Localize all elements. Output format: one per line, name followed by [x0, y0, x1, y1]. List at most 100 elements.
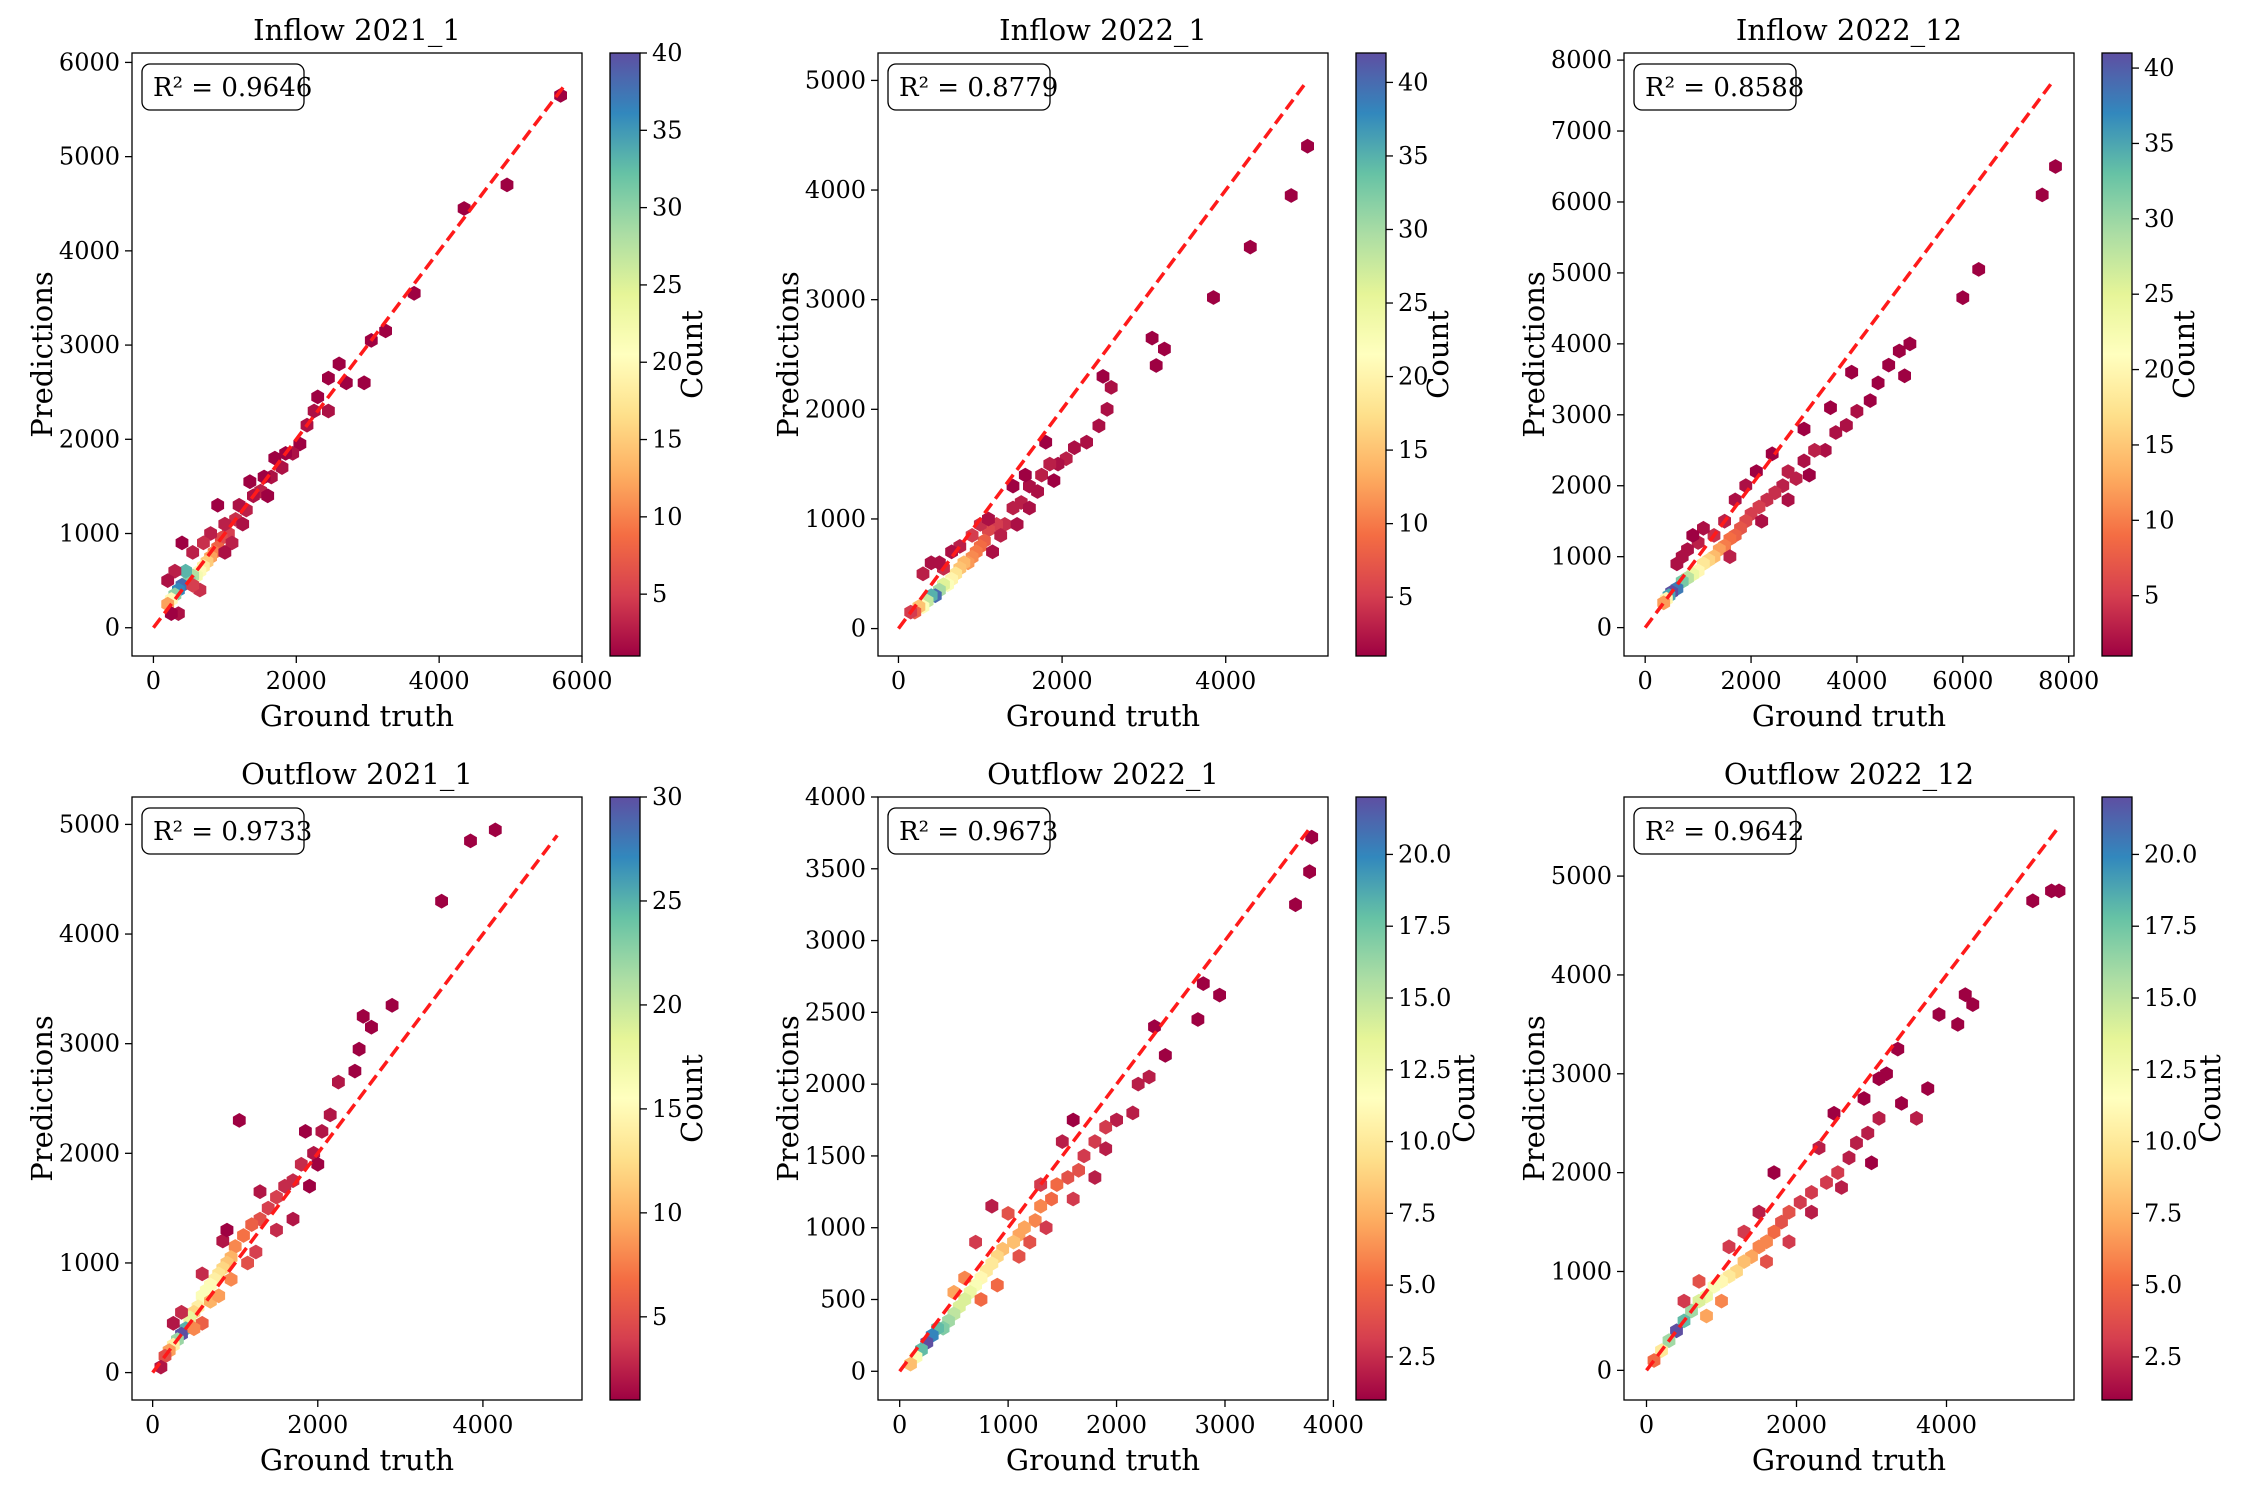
hexbin [186, 545, 200, 560]
x-tick-label: 6000 [1932, 667, 1993, 695]
y-axis-label: Predictions [25, 271, 59, 438]
hexbin [228, 1239, 242, 1254]
r2-annotation: R² = 0.9673 [899, 817, 1058, 847]
colorbar-tick-label: 20 [652, 348, 683, 376]
y-tick-label: 4000 [1551, 330, 1612, 358]
x-tick-label: 4000 [452, 1411, 513, 1439]
hexbin [311, 389, 325, 405]
y-tick-label: 2000 [59, 425, 120, 453]
panel-title: Outflow 2022_12 [1724, 757, 1974, 792]
hexbin [1034, 1198, 1048, 1214]
y-tick-label: 4000 [805, 176, 866, 204]
colorbar-label: Count [2193, 1054, 2227, 1143]
hexbin [249, 1244, 263, 1260]
y-tick-label: 2000 [59, 1139, 120, 1167]
x-tick-label: 2000 [1086, 1411, 1147, 1439]
y-tick-label: 2000 [805, 1070, 866, 1098]
colorbar-tick-label: 15 [2144, 431, 2175, 459]
hexbin [1767, 1165, 1781, 1180]
hexbin [1072, 1162, 1085, 1178]
colorbar-label: Count [1421, 310, 1455, 399]
x-tick-label: 2000 [287, 1411, 348, 1439]
y-tick-label: 2000 [1551, 472, 1612, 500]
y-tick-label: 1000 [59, 520, 120, 548]
hexbin [1088, 1170, 1102, 1185]
hexbin [1191, 1012, 1205, 1027]
y-tick-label: 1500 [805, 1142, 866, 1170]
r2-box [887, 807, 1051, 855]
y-tick-label: 7000 [1551, 117, 1612, 145]
hexbin [243, 474, 257, 490]
plot-area [878, 797, 1328, 1400]
hexbin [1707, 1278, 1721, 1294]
x-tick-label: 0 [1639, 1411, 1654, 1439]
hexbin [1839, 418, 1853, 433]
hexbin [224, 1272, 238, 1287]
hexbin [1100, 401, 1114, 417]
hexbin [990, 1277, 1004, 1293]
y-axis-label: Predictions [771, 1015, 805, 1182]
y-tick-label: 5000 [805, 66, 866, 94]
panel-title: Inflow 2022_1 [999, 13, 1207, 48]
hexbin [1782, 1234, 1796, 1250]
hexbin [187, 1321, 201, 1337]
hexbin [982, 511, 995, 527]
hexbin [1812, 1140, 1826, 1156]
colorbar [2101, 52, 2133, 657]
hexbin [2049, 159, 2062, 174]
colorbar-tick-label: 20.0 [2144, 840, 2197, 868]
hexbin [1305, 829, 1319, 845]
hexbin-layer [151, 822, 559, 1375]
hexbin [1865, 1155, 1878, 1171]
hexbin [1863, 393, 1877, 408]
hexbin [1006, 478, 1020, 494]
identity-line [152, 84, 566, 629]
x-tick-label: 4000 [1826, 667, 1887, 695]
y-axis-label: Predictions [771, 271, 805, 438]
hexbin [323, 1107, 337, 1123]
hexbin [225, 535, 239, 551]
colorbar-tick-label: 5 [2144, 582, 2159, 610]
y-tick-label: 0 [105, 1359, 120, 1387]
hexbin [1958, 987, 1972, 1003]
hexbin [1722, 1239, 1736, 1255]
y-tick-label: 0 [851, 1357, 866, 1385]
hexbin [1284, 188, 1298, 203]
hexbin [270, 1222, 283, 1238]
hexbin [237, 1228, 250, 1243]
hexbin [286, 1211, 300, 1227]
hexbin [1781, 464, 1795, 479]
colorbar-tick-label: 12.5 [2144, 1056, 2197, 1084]
hexbin [1805, 1185, 1818, 1200]
hexbin [1145, 330, 1159, 346]
hexbin [232, 1113, 246, 1128]
colorbar-tick-label: 15 [1398, 436, 1429, 464]
hexbin [241, 1255, 254, 1271]
colorbar-label: Count [675, 310, 709, 399]
hexbin [1213, 987, 1226, 1003]
y-tick-label: 6000 [59, 48, 120, 76]
colorbar-tick-label: 5 [1398, 583, 1413, 611]
hexbin [1096, 369, 1110, 384]
x-tick-label: 3000 [1194, 1411, 1255, 1439]
colorbar-tick-label: 25 [1398, 289, 1429, 317]
y-axis-label: Predictions [25, 1015, 59, 1182]
x-tick-label: 1000 [978, 1411, 1039, 1439]
panel-5: 0 1000 2000 3000 4000 0 500 1000 1500 2000 2500 300… [771, 757, 1481, 1477]
y-tick-label: 4000 [59, 237, 120, 265]
hexbin [2045, 883, 2058, 899]
identity-line [1643, 80, 2055, 629]
hexbin [1895, 1096, 1908, 1111]
hexbin [1061, 1170, 1075, 1185]
hexbin [352, 1041, 366, 1057]
colorbar-tick-label: 5.0 [1398, 1271, 1436, 1299]
identity-line [898, 824, 1314, 1373]
y-tick-label: 4000 [1551, 961, 1612, 989]
hexbin [385, 997, 399, 1013]
hexbin [1126, 1105, 1140, 1121]
hexbin [1831, 1165, 1845, 1180]
hexbin [985, 1198, 999, 1214]
hexbin [1820, 1175, 1833, 1190]
hexbin [1903, 336, 1917, 352]
colorbar-tick-label: 25 [652, 271, 683, 299]
